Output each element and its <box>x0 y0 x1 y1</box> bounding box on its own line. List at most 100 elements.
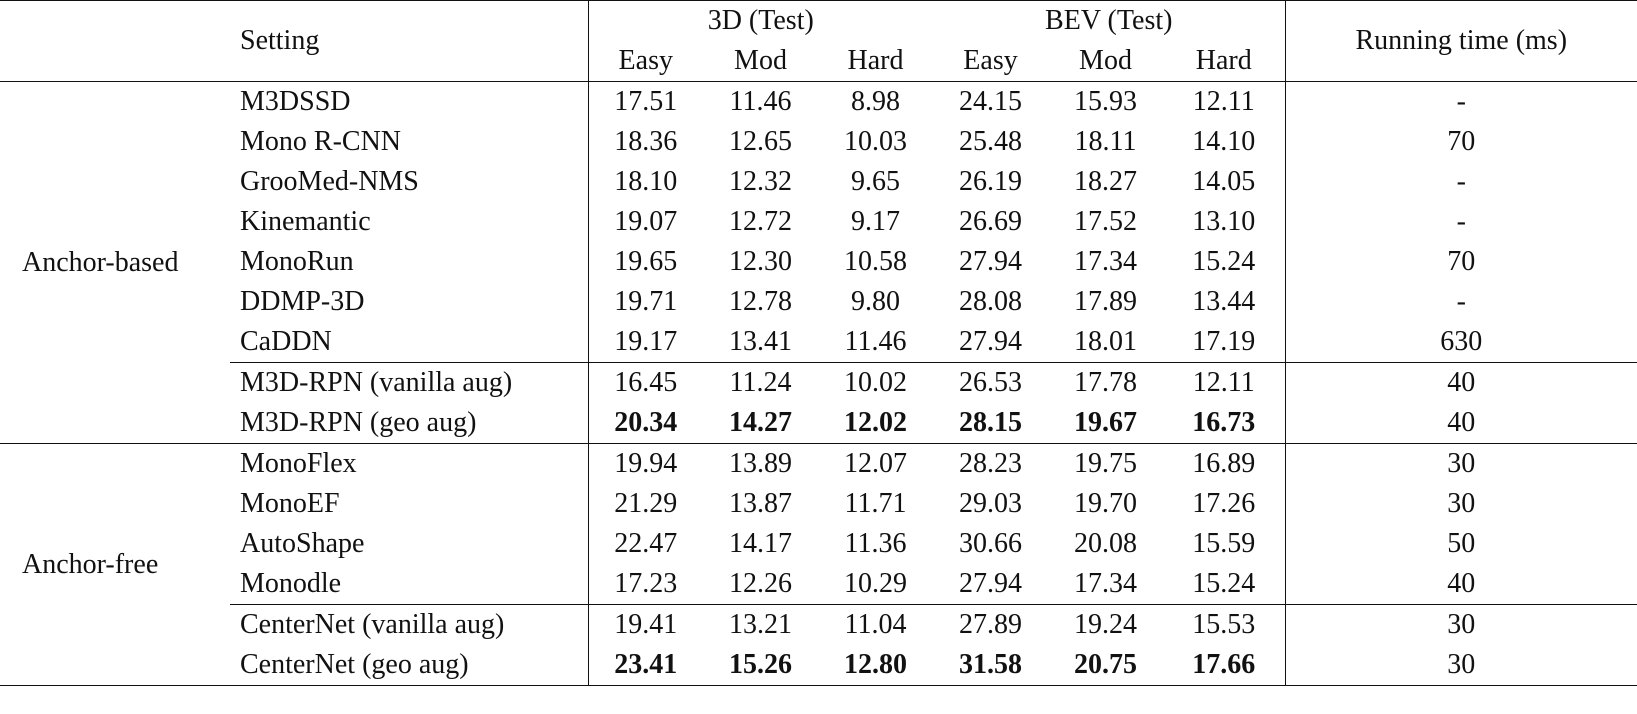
method-name: MonoFlex <box>230 443 589 484</box>
running-time-cell: - <box>1456 166 1466 197</box>
metric-cell: 12.80 <box>818 645 933 686</box>
method-name: MonoEF <box>230 484 589 524</box>
metric-cell: 26.69 <box>959 206 1022 237</box>
metric-cell: 24.15 <box>959 86 1022 117</box>
metric-cell: 18.11 <box>1074 126 1137 157</box>
metric-cell: 17.52 <box>1074 206 1137 237</box>
metric-cell: 31.58 <box>933 645 1048 686</box>
metric-cell: 10.03 <box>844 126 907 157</box>
header-bev-test: BEV (Test) <box>933 0 1286 41</box>
metric-cell: 13.44 <box>1163 282 1286 322</box>
metric-cell: 25.48 <box>959 126 1022 157</box>
method-name: CenterNet (vanilla aug) <box>230 604 589 645</box>
running-time-cell: - <box>1456 286 1466 317</box>
header-3d-hard: Hard <box>818 41 933 82</box>
metric-cell: 12.26 <box>729 568 792 599</box>
method-name: AutoShape <box>230 524 589 564</box>
table-row: M3D-RPN (vanilla aug) 16.45 11.24 10.02 26.5… <box>0 362 1637 403</box>
running-time-cell: - <box>1456 206 1466 237</box>
metric-cell: 12.72 <box>729 206 792 237</box>
metric-cell: 20.34 <box>614 407 678 438</box>
metric-cell: 16.45 <box>588 362 703 403</box>
table-row: CenterNet (vanilla aug) 19.41 13.21 11.04 27… <box>0 604 1637 645</box>
metric-cell: 22.47 <box>614 528 678 559</box>
method-name: Mono R-CNN <box>230 122 589 162</box>
metric-cell: 18.27 <box>1074 166 1137 197</box>
metric-cell: 19.65 <box>614 246 678 277</box>
running-time-cell: 70 <box>1447 126 1476 157</box>
metric-cell: 16.73 <box>1163 403 1286 444</box>
metric-cell: 13.41 <box>729 326 792 357</box>
table-row: Monodle 17.23 12.26 10.29 27.94 17.34 15.24 40 <box>0 564 1637 605</box>
header-3d-mod: Mod <box>703 41 818 82</box>
method-name: DDMP-3D <box>230 282 589 322</box>
running-time-cell: 40 <box>1447 568 1476 599</box>
table-row: M3D-RPN (geo aug) 20.34 14.27 12.02 28.15 19.… <box>0 403 1637 444</box>
running-time-cell: - <box>1456 86 1466 117</box>
running-time-cell: 30 <box>1447 488 1476 519</box>
metric-cell: 15.24 <box>1163 564 1286 605</box>
metric-cell: 13.89 <box>703 443 818 484</box>
metric-cell: 18.10 <box>614 166 678 197</box>
header-3d-test: 3D (Test) <box>588 0 933 41</box>
metric-cell: 15.53 <box>1163 604 1286 645</box>
metric-cell: 13.87 <box>729 488 792 519</box>
running-time-cell: 50 <box>1447 528 1476 559</box>
metric-cell: 28.23 <box>933 443 1048 484</box>
table-row: Kinemantic 19.07 12.72 9.17 26.69 17.52 13.10 - <box>0 202 1637 242</box>
metric-cell: 14.27 <box>729 407 792 438</box>
metric-cell: 14.10 <box>1163 122 1286 162</box>
metric-cell: 27.94 <box>959 568 1022 599</box>
method-name: Monodle <box>230 564 589 605</box>
header-bev-easy: Easy <box>933 41 1048 82</box>
metric-cell: 19.41 <box>588 604 703 645</box>
metric-cell: 28.08 <box>959 286 1022 317</box>
metric-cell: 20.08 <box>1074 528 1137 559</box>
metric-cell: 12.02 <box>844 407 907 438</box>
metric-cell: 21.29 <box>614 488 678 519</box>
metric-cell: 15.59 <box>1163 524 1286 564</box>
metric-cell: 15.93 <box>1074 86 1137 117</box>
table-row: Mono R-CNN 18.36 12.65 10.03 25.48 18.11 14.10… <box>0 122 1637 162</box>
method-name: CaDDN <box>230 322 589 363</box>
method-name: Kinemantic <box>230 202 589 242</box>
running-time-cell: 40 <box>1447 407 1476 438</box>
metric-cell: 12.11 <box>1163 81 1286 122</box>
metric-cell: 15.24 <box>1163 242 1286 282</box>
metric-cell: 19.67 <box>1074 407 1137 438</box>
metric-cell: 17.78 <box>1048 362 1163 403</box>
metric-cell: 11.36 <box>844 528 907 559</box>
metric-cell: 27.94 <box>959 326 1022 357</box>
metric-cell: 10.02 <box>818 362 933 403</box>
metric-cell: 14.05 <box>1163 162 1286 202</box>
table-row: MonoEF 21.29 13.87 11.71 29.03 19.70 17.26 30 <box>0 484 1637 524</box>
metric-cell: 13.10 <box>1163 202 1286 242</box>
metric-cell: 11.04 <box>818 604 933 645</box>
metric-cell: 28.15 <box>959 407 1022 438</box>
metric-cell: 19.07 <box>614 206 678 237</box>
metric-cell: 12.65 <box>729 126 792 157</box>
metric-cell: 20.75 <box>1048 645 1163 686</box>
metric-cell: 12.78 <box>729 286 792 317</box>
running-time-cell: 30 <box>1285 443 1637 484</box>
metric-cell: 18.01 <box>1074 326 1137 357</box>
metric-cell: 26.53 <box>933 362 1048 403</box>
running-time-cell: 30 <box>1285 645 1637 686</box>
running-time-cell: 630 <box>1440 326 1483 357</box>
metric-cell: 17.51 <box>614 86 678 117</box>
metric-cell: 11.46 <box>844 326 907 357</box>
header-row-1: Setting 3D (Test) BEV (Test) Running tim… <box>0 0 1637 82</box>
metric-cell: 30.66 <box>959 528 1022 559</box>
metric-cell: 8.98 <box>851 86 900 117</box>
metric-cell: 17.23 <box>614 568 678 599</box>
table-row: DDMP-3D 19.71 12.78 9.80 28.08 17.89 13.44 - <box>0 282 1637 322</box>
metric-cell: 19.94 <box>588 443 703 484</box>
table-row: Anchor-free MonoFlex 19.94 13.89 12.07 28.23 1… <box>0 443 1637 686</box>
metric-cell: 16.89 <box>1163 443 1286 484</box>
table-row: Anchor-based M3DSSD 17.51 11.46 8.98 24.15 15.… <box>0 81 1637 278</box>
metric-cell: 19.75 <box>1048 443 1163 484</box>
metric-cell: 14.17 <box>729 528 792 559</box>
metric-cell: 18.36 <box>614 126 678 157</box>
metric-cell: 17.19 <box>1163 322 1286 363</box>
metric-cell: 11.46 <box>729 86 792 117</box>
